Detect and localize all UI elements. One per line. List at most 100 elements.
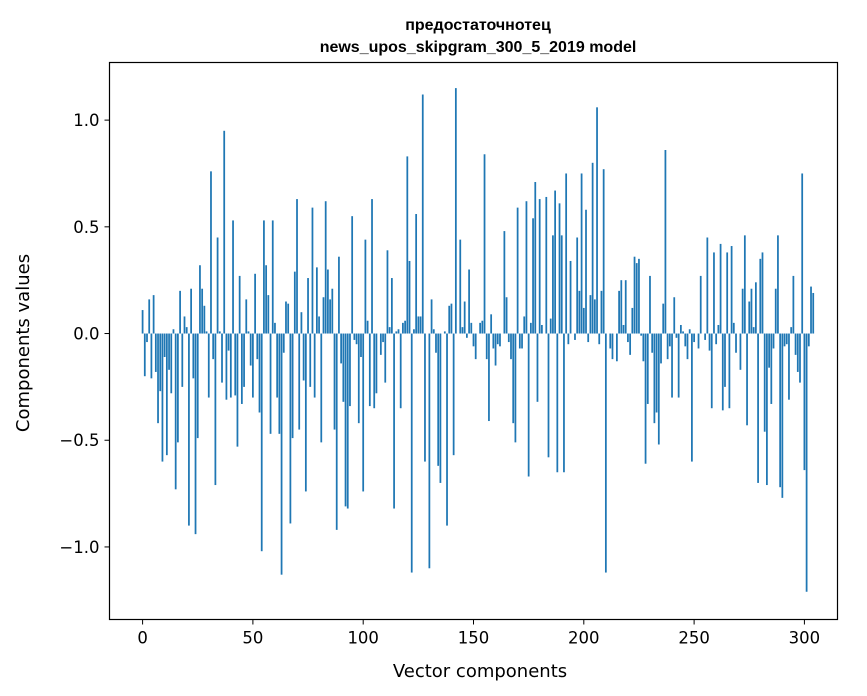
bar-227 (642, 333, 645, 362)
y-tick-label: 0.5 (73, 218, 99, 237)
bar-72 (300, 312, 303, 334)
bar-298 (799, 333, 801, 383)
bar-54 (260, 333, 263, 552)
bar-194 (569, 260, 572, 334)
bar-30 (207, 333, 210, 398)
bar-157 (488, 333, 490, 422)
bar-65 (285, 301, 287, 334)
bar-24 (194, 333, 197, 535)
bar-208 (600, 290, 603, 334)
bar-276 (750, 288, 753, 334)
bar-98 (357, 333, 360, 424)
bar-212 (609, 333, 612, 349)
bar-264 (724, 333, 726, 387)
bar-186 (552, 235, 554, 334)
bar-258 (710, 333, 713, 409)
bar-240 (671, 333, 673, 398)
bar-165 (505, 297, 508, 334)
bar-102 (366, 320, 369, 334)
bar-230 (649, 275, 651, 334)
bar-266 (728, 333, 731, 409)
bar-187 (554, 190, 556, 334)
bar-179 (536, 333, 539, 402)
bar-243 (677, 333, 680, 398)
bar-105 (373, 333, 376, 409)
bar-121 (408, 260, 411, 334)
bar-78 (313, 333, 316, 398)
bar-63 (280, 333, 283, 575)
bar-231 (651, 333, 654, 353)
bar-46 (243, 333, 245, 387)
bar-223 (633, 256, 636, 334)
bar-19 (183, 316, 186, 334)
x-tick-label: 300 (789, 629, 821, 648)
bar-229 (646, 333, 649, 404)
bar-274 (746, 333, 748, 426)
x-tick-label: 100 (347, 629, 379, 648)
bar-43 (236, 333, 239, 447)
bar-177 (532, 218, 534, 334)
bar-147 (466, 333, 468, 338)
bar-144 (459, 239, 462, 334)
bar-113 (390, 278, 393, 334)
bar-288 (777, 235, 779, 334)
bar-242 (675, 333, 678, 338)
bar-202 (587, 333, 590, 343)
bar-167 (510, 333, 512, 360)
bar-112 (388, 327, 391, 334)
bar-79 (315, 267, 318, 334)
bar-168 (512, 333, 515, 424)
bar-13 (170, 333, 173, 394)
bar-82 (322, 297, 325, 334)
bar-293 (788, 333, 790, 400)
bar-196 (574, 333, 576, 340)
bar-74 (304, 333, 307, 492)
bar-61 (276, 333, 279, 398)
bar-259 (713, 252, 715, 334)
bar-185 (549, 318, 552, 334)
bar-277 (752, 327, 755, 334)
bar-20 (185, 327, 188, 334)
bar-171 (518, 333, 521, 349)
bar-126 (419, 316, 422, 334)
bar-76 (309, 333, 312, 387)
bar-235 (660, 333, 662, 364)
bar-132 (432, 329, 435, 334)
bar-71 (298, 333, 301, 430)
bar-21 (188, 333, 190, 526)
bar-0 (141, 310, 144, 334)
bar-45 (240, 333, 243, 404)
bar-248 (688, 329, 691, 334)
bar-96 (353, 333, 356, 340)
bar-84 (327, 269, 329, 334)
bar-1 (143, 333, 146, 377)
bar-56 (265, 265, 268, 334)
bar-217 (620, 280, 623, 334)
y-tick-label: 0.0 (73, 325, 99, 344)
bar-10 (163, 333, 166, 358)
bar-109 (382, 333, 384, 343)
bar-159 (492, 333, 495, 349)
bar-278 (754, 282, 757, 334)
bar-131 (430, 299, 433, 334)
bar-255 (704, 333, 707, 340)
bar-210 (604, 333, 607, 573)
bar-180 (538, 199, 541, 334)
bar-137 (443, 331, 446, 334)
bar-86 (331, 288, 334, 334)
bar-135 (439, 333, 442, 483)
bar-296 (794, 333, 797, 355)
bar-155 (483, 154, 486, 334)
bar-250 (693, 333, 695, 343)
bar-85 (329, 299, 331, 334)
bar-17 (179, 290, 181, 334)
bar-100 (362, 333, 365, 492)
bar-201 (585, 209, 587, 334)
bar-285 (770, 333, 773, 404)
bar-237 (664, 150, 667, 334)
bar-34 (216, 237, 219, 334)
bar-32 (212, 333, 215, 360)
bar-247 (686, 333, 689, 360)
bar-151 (474, 333, 477, 360)
bar-191 (563, 333, 565, 473)
